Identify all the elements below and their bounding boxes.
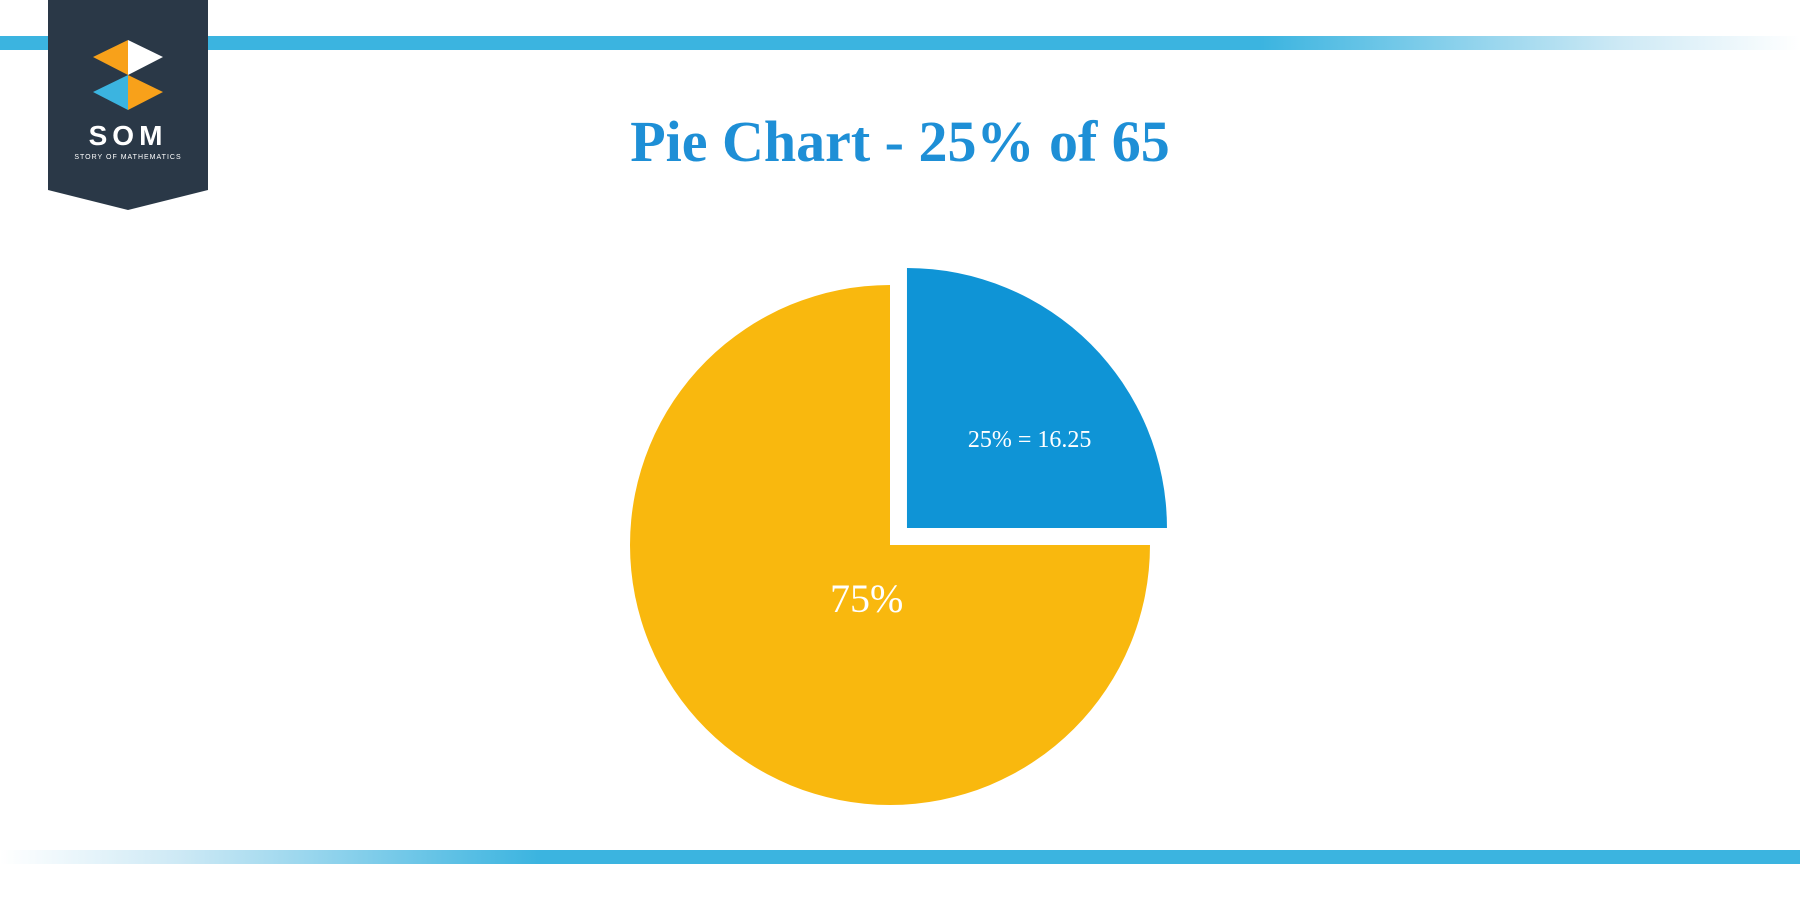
bottom-accent-bar bbox=[0, 850, 1800, 864]
chart-title: Pie Chart - 25% of 65 bbox=[0, 108, 1800, 175]
logo-mark-icon bbox=[93, 40, 163, 110]
page-root: SOM STORY OF MATHEMATICS Pie Chart - 25%… bbox=[0, 0, 1800, 900]
pie-chart: 75% 25% = 16.25 bbox=[600, 245, 1200, 805]
pie-slice-portion bbox=[907, 268, 1167, 528]
pie-svg bbox=[600, 245, 1200, 805]
top-accent-bar bbox=[0, 36, 1800, 50]
slice-label-portion: 25% = 16.25 bbox=[968, 427, 1092, 454]
slice-label-remainder: 75% bbox=[830, 575, 903, 622]
